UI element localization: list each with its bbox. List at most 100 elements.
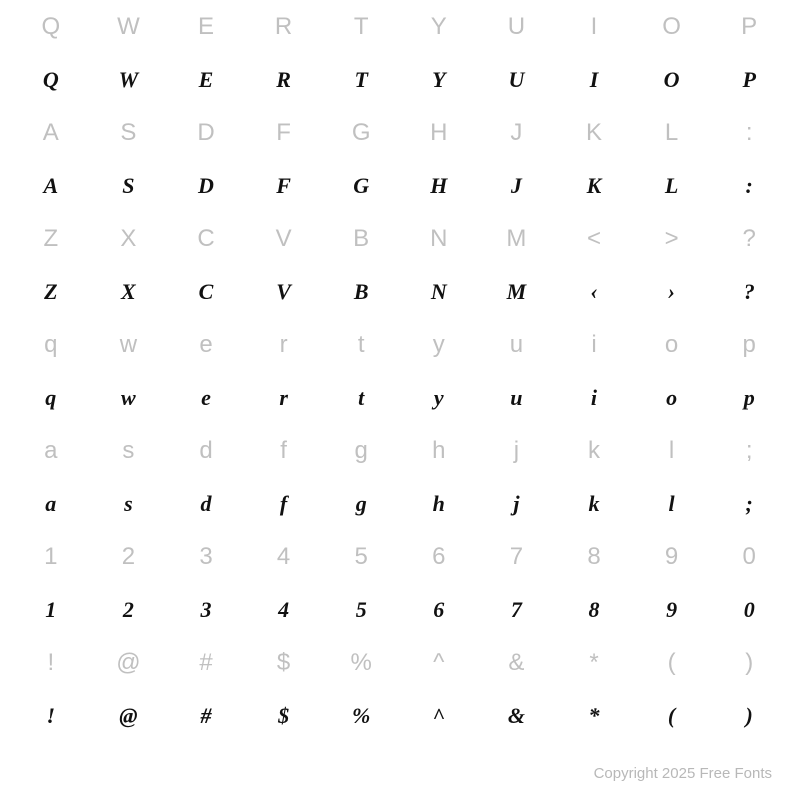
- glyph-character: N: [431, 279, 447, 305]
- glyph-character: ›: [668, 279, 675, 305]
- key-character: j: [514, 437, 519, 465]
- key-character: 6: [432, 543, 445, 571]
- glyph-character: 1: [45, 597, 56, 623]
- key-character: &: [508, 649, 524, 677]
- glyph-character: ‹: [590, 279, 597, 305]
- key-cell: ?: [710, 212, 788, 265]
- glyph-cell: K: [555, 159, 633, 212]
- key-character: J: [510, 119, 522, 147]
- glyph-cell: !: [12, 689, 90, 742]
- glyph-cell: :: [710, 159, 788, 212]
- glyph-character: 9: [666, 597, 677, 623]
- key-character: f: [280, 437, 287, 465]
- key-character: h: [432, 437, 445, 465]
- key-cell: s: [90, 424, 168, 477]
- key-character: 0: [743, 543, 756, 571]
- glyph-character: 5: [356, 597, 367, 623]
- key-cell: %: [322, 636, 400, 689]
- key-character: ): [745, 649, 753, 677]
- glyph-character: D: [198, 173, 214, 199]
- glyph-character: %: [352, 703, 370, 729]
- key-cell: i: [555, 318, 633, 371]
- glyph-character: @: [119, 703, 137, 729]
- key-cell: Z: [12, 212, 90, 265]
- glyph-character: 2: [123, 597, 134, 623]
- glyph-cell: i: [555, 371, 633, 424]
- glyph-cell: C: [167, 265, 245, 318]
- key-cell: !: [12, 636, 90, 689]
- key-character: d: [199, 437, 212, 465]
- glyph-cell: T: [322, 53, 400, 106]
- glyph-character: Z: [44, 279, 57, 305]
- key-cell: E: [167, 0, 245, 53]
- key-character: 5: [355, 543, 368, 571]
- key-cell: 2: [90, 530, 168, 583]
- glyph-cell: H: [400, 159, 478, 212]
- key-cell: j: [478, 424, 556, 477]
- key-character: 9: [665, 543, 678, 571]
- glyph-character: J: [511, 173, 522, 199]
- glyph-character: f: [280, 491, 287, 517]
- key-cell: Y: [400, 0, 478, 53]
- key-character: #: [199, 649, 212, 677]
- glyph-cell: k: [555, 477, 633, 530]
- key-character: Q: [41, 13, 60, 41]
- glyph-cell: s: [90, 477, 168, 530]
- glyph-cell: p: [710, 371, 788, 424]
- glyph-cell: u: [478, 371, 556, 424]
- key-character: G: [352, 119, 371, 147]
- glyph-character: E: [199, 67, 214, 93]
- glyph-character: 7: [511, 597, 522, 623]
- key-cell: J: [478, 106, 556, 159]
- glyph-character: P: [742, 67, 755, 93]
- key-cell: 3: [167, 530, 245, 583]
- glyph-character: g: [356, 491, 367, 517]
- glyph-cell: t: [322, 371, 400, 424]
- key-cell: 5: [322, 530, 400, 583]
- key-cell: g: [322, 424, 400, 477]
- glyph-cell: 9: [633, 583, 711, 636]
- key-character: %: [351, 649, 372, 677]
- glyph-character: S: [122, 173, 134, 199]
- glyph-cell: 2: [90, 583, 168, 636]
- key-cell: O: [633, 0, 711, 53]
- key-character: o: [665, 331, 678, 359]
- key-character: 2: [122, 543, 135, 571]
- key-character: Y: [431, 13, 447, 41]
- glyph-character: C: [199, 279, 214, 305]
- glyph-cell: P: [710, 53, 788, 106]
- glyph-cell: Q: [12, 53, 90, 106]
- glyph-cell: ): [710, 689, 788, 742]
- glyph-character: &: [508, 703, 525, 729]
- key-character: E: [198, 13, 214, 41]
- key-cell: r: [245, 318, 323, 371]
- key-cell: R: [245, 0, 323, 53]
- key-cell: Q: [12, 0, 90, 53]
- key-cell: y: [400, 318, 478, 371]
- key-character: >: [665, 225, 679, 253]
- glyph-cell: L: [633, 159, 711, 212]
- glyph-cell: U: [478, 53, 556, 106]
- key-character: U: [508, 13, 525, 41]
- key-cell: D: [167, 106, 245, 159]
- key-cell: C: [167, 212, 245, 265]
- glyph-cell: #: [167, 689, 245, 742]
- key-cell: l: [633, 424, 711, 477]
- glyph-cell: 0: [710, 583, 788, 636]
- key-cell: >: [633, 212, 711, 265]
- glyph-cell: f: [245, 477, 323, 530]
- glyph-cell: N: [400, 265, 478, 318]
- key-cell: o: [633, 318, 711, 371]
- glyph-cell: 3: [167, 583, 245, 636]
- key-character: <: [587, 225, 601, 253]
- glyph-character: k: [588, 491, 599, 517]
- key-cell: f: [245, 424, 323, 477]
- key-character: ^: [433, 649, 444, 677]
- glyph-cell: F: [245, 159, 323, 212]
- key-cell: 6: [400, 530, 478, 583]
- glyph-character: ;: [746, 491, 753, 517]
- key-cell: G: [322, 106, 400, 159]
- key-cell: *: [555, 636, 633, 689]
- key-cell: #: [167, 636, 245, 689]
- glyph-cell: 8: [555, 583, 633, 636]
